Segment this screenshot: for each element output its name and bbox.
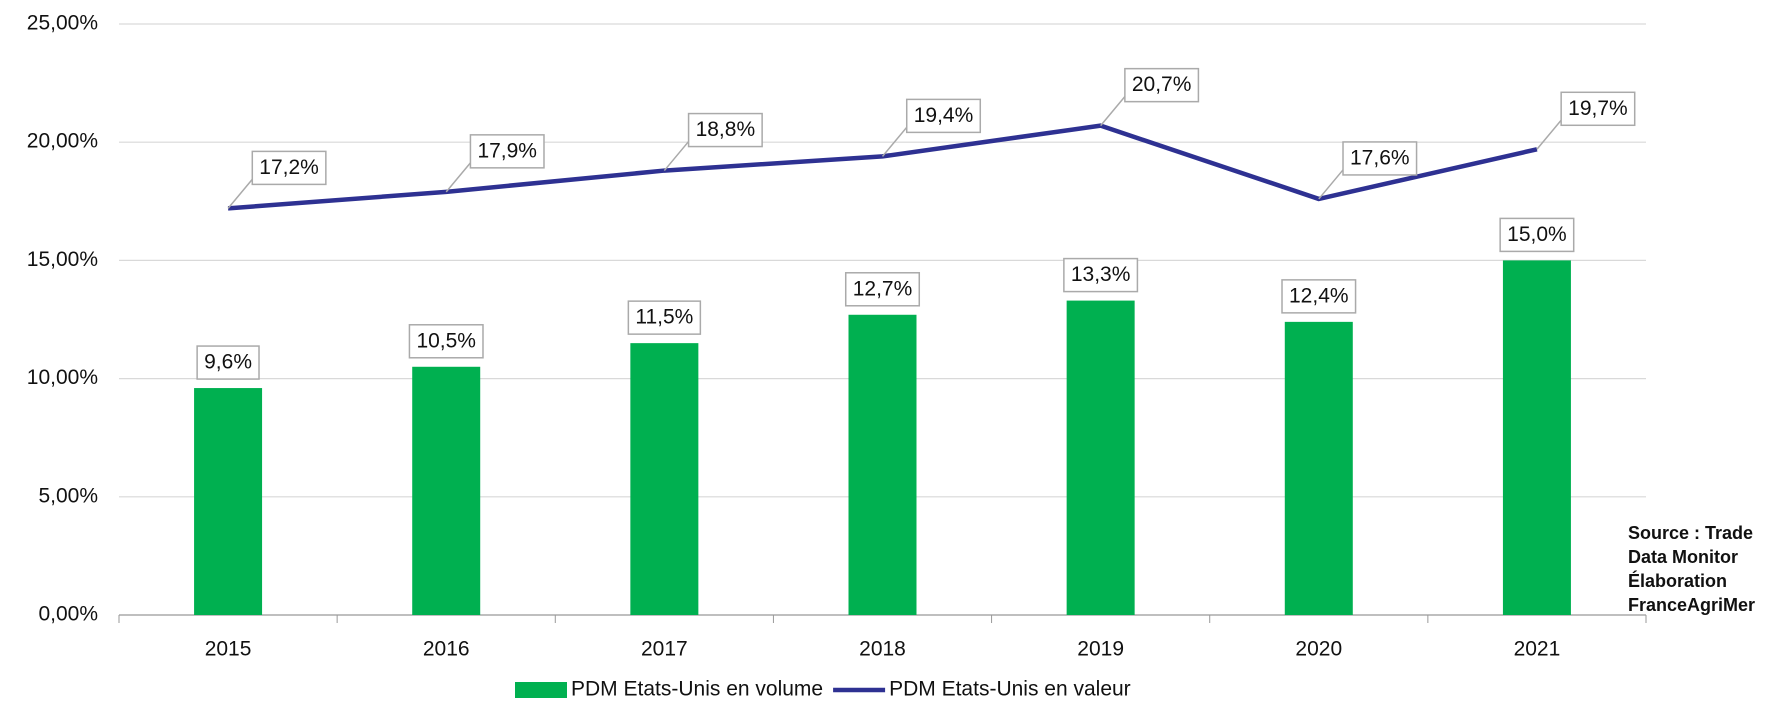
line-label: 18,8%	[696, 118, 756, 141]
bar-label-box	[196, 345, 260, 380]
y-tick-label: 20,00%	[27, 130, 98, 153]
bar-label: 10,5%	[416, 329, 476, 352]
x-tick-label: 2015	[205, 638, 252, 661]
leader-line	[1536, 118, 1563, 150]
x-tick-label: 2018	[859, 638, 906, 661]
bar-label-box	[844, 272, 921, 307]
leader-line	[445, 161, 472, 193]
line-label: 17,2%	[259, 156, 319, 179]
x-tick-label: 2017	[641, 638, 688, 661]
source-note: Élaboration	[1628, 570, 1727, 591]
legend-swatch	[515, 682, 567, 698]
bar	[194, 388, 263, 615]
line-label: 19,4%	[914, 104, 974, 127]
bar	[1284, 321, 1353, 615]
bar-label-box	[408, 324, 484, 359]
leader-line	[663, 140, 690, 172]
y-tick-label: 15,00%	[27, 248, 98, 271]
x-tick-label: 2021	[1514, 638, 1561, 661]
x-tick-label: 2020	[1295, 638, 1342, 661]
bar-label: 9,6%	[204, 351, 252, 374]
line-label: 17,9%	[477, 139, 537, 162]
bar-label-box	[1281, 279, 1357, 314]
x-tick-label: 2016	[423, 638, 470, 661]
line-label-box	[469, 134, 545, 169]
bar-label-box	[1499, 217, 1575, 253]
source-note: Source : Trade	[1628, 523, 1753, 543]
x-tick-label: 2019	[1077, 638, 1124, 661]
bar-label: 11,5%	[635, 306, 693, 329]
line-label-box	[687, 112, 763, 148]
leader-line	[227, 177, 254, 209]
line-label-box	[905, 98, 982, 134]
source-note: Data Monitor	[1628, 547, 1738, 567]
bar-label: 12,7%	[853, 277, 913, 300]
bar-label: 15,0%	[1507, 223, 1567, 246]
bar	[848, 314, 917, 615]
bar-label-box	[1063, 257, 1139, 293]
bar-label: 12,4%	[1289, 284, 1349, 307]
line-label-box	[1342, 141, 1418, 176]
leader-line	[1318, 168, 1345, 200]
line-label: 19,7%	[1568, 97, 1628, 120]
y-tick-label: 10,00%	[27, 366, 98, 389]
legend-label: PDM Etats-Unis en volume	[571, 678, 823, 701]
bar	[1066, 300, 1135, 615]
y-tick-label: 5,00%	[38, 484, 98, 507]
line-label-box	[1560, 91, 1636, 127]
legend-label: PDM Etats-Unis en valeur	[889, 678, 1131, 701]
line-label-box	[1124, 67, 1200, 103]
bar	[412, 366, 481, 615]
source-note: FranceAgriMer	[1628, 595, 1755, 615]
bar	[630, 343, 699, 615]
leader-line	[881, 125, 909, 157]
y-tick-label: 0,00%	[38, 603, 98, 626]
line	[227, 123, 1538, 211]
leader-line	[1100, 95, 1127, 127]
bar	[1502, 260, 1571, 615]
line-label-box	[251, 150, 327, 186]
y-tick-label: 25,00%	[27, 12, 98, 35]
line-label: 20,7%	[1132, 73, 1192, 96]
line-label: 17,6%	[1350, 146, 1410, 169]
bar-label-box	[627, 300, 702, 335]
bar-label: 13,3%	[1071, 263, 1131, 286]
